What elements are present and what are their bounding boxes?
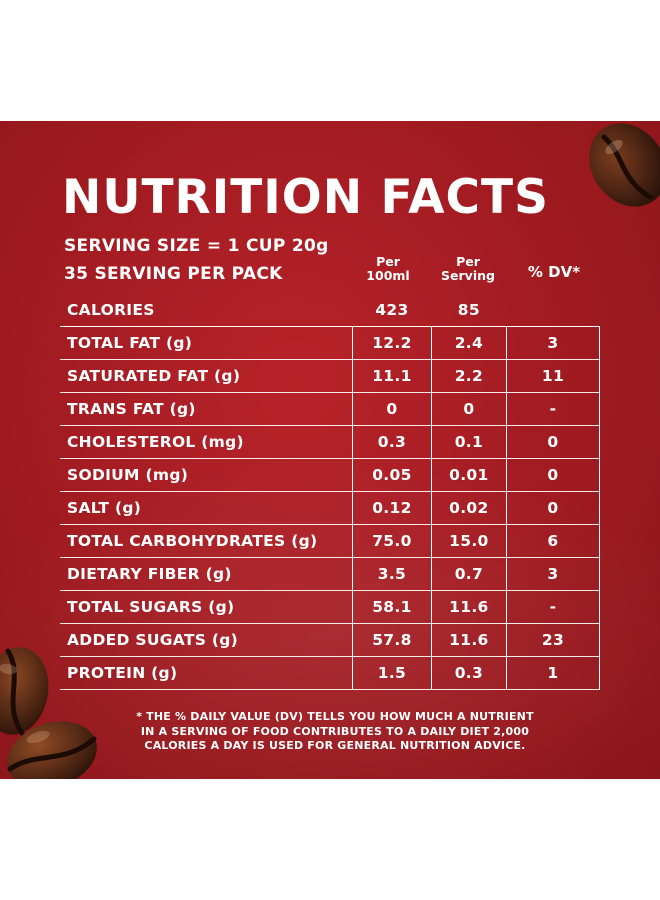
value-per-100ml: 0.3 (352, 425, 432, 459)
column-header-per-100ml-line2: 100ml (366, 267, 410, 283)
column-header-per-serving-line1: Per (456, 254, 480, 269)
column-header-dv: % DV* (527, 263, 581, 281)
value-per-serving: 0.3 (430, 656, 507, 690)
value-per-100ml: 423 (352, 294, 432, 327)
value-per-100ml: 58.1 (352, 590, 432, 624)
value-dv: 6 (505, 524, 601, 558)
value-per-serving: 0 (430, 392, 507, 426)
value-per-serving: 0.02 (430, 491, 507, 525)
value-dv (506, 294, 600, 327)
footnote-line: CALORIES A DAY IS USED FOR GENERAL NUTRI… (144, 739, 526, 752)
column-header-per-serving-line2: Serving (441, 267, 495, 283)
footnote: * THE % DAILY VALUE (DV) TELLS YOU HOW M… (100, 710, 570, 754)
table-row: SODIUM (mg) 0.05 0.01 0 (60, 458, 601, 492)
value-per-100ml: 57.8 (352, 623, 432, 657)
servings-per-pack: 35 SERVING PER PACK (64, 264, 283, 284)
value-per-100ml: 1.5 (352, 656, 432, 690)
table-row: SATURATED FAT (g) 11.1 2.2 11 (60, 359, 601, 393)
table-row: SALT (g) 0.12 0.02 0 (60, 491, 601, 525)
nutrient-name: CALORIES (60, 294, 353, 327)
nutrient-name: DIETARY FIBER (g) (60, 557, 353, 591)
value-per-serving: 15.0 (430, 524, 507, 558)
value-per-serving: 11.6 (430, 623, 507, 657)
value-per-serving: 2.4 (430, 326, 507, 360)
value-per-serving: 11.6 (430, 590, 507, 624)
coffee-bean-icon (589, 123, 660, 207)
value-per-serving: 85 (431, 294, 507, 327)
value-per-serving: 2.2 (430, 359, 507, 393)
nutrient-name: TOTAL FAT (g) (60, 326, 353, 360)
nutrient-name: ADDED SUGATS (g) (60, 623, 353, 657)
value-dv: 0 (505, 425, 601, 459)
table-row: PROTEIN (g) 1.5 0.3 1 (60, 656, 601, 690)
nutrient-name: SATURATED FAT (g) (60, 359, 353, 393)
value-per-100ml: 0 (352, 392, 432, 426)
serving-size: SERVING SIZE = 1 CUP 20g (64, 236, 329, 256)
table-row: TOTAL FAT (g) 12.2 2.4 3 (60, 326, 601, 360)
value-dv: 0 (505, 491, 601, 525)
value-dv: - (505, 590, 601, 624)
value-per-serving: 0.01 (430, 458, 507, 492)
value-per-100ml: 3.5 (352, 557, 432, 591)
table-row: TOTAL SUGARS (g) 58.1 11.6 - (60, 590, 601, 624)
value-per-100ml: 75.0 (352, 524, 432, 558)
coffee-bean-icon (7, 721, 97, 779)
value-per-serving: 0.7 (430, 557, 507, 591)
table-row: DIETARY FIBER (g) 3.5 0.7 3 (60, 557, 601, 591)
value-per-100ml: 0.12 (352, 491, 432, 525)
value-dv: - (505, 392, 601, 426)
value-per-100ml: 0.05 (352, 458, 432, 492)
table-row: CHOLESTEROL (mg) 0.3 0.1 0 (60, 425, 601, 459)
column-header-per-100ml-line1: Per (376, 254, 400, 269)
value-dv: 23 (505, 623, 601, 657)
value-dv: 11 (505, 359, 601, 393)
nutrient-name: TOTAL CARBOHYDRATES (g) (60, 524, 353, 558)
page-title: NUTRITION FACTS (62, 170, 549, 225)
table-row: TOTAL CARBOHYDRATES (g) 75.0 15.0 6 (60, 524, 601, 558)
nutrition-table: CALORIES 423 85 TOTAL FAT (g) 12.2 2.4 3… (60, 294, 601, 690)
nutrient-name: SALT (g) (60, 491, 353, 525)
nutrient-name: PROTEIN (g) (60, 656, 353, 690)
value-per-100ml: 11.1 (352, 359, 432, 393)
nutrient-name: TOTAL SUGARS (g) (60, 590, 353, 624)
value-dv: 3 (505, 326, 601, 360)
footnote-line: * THE % DAILY VALUE (DV) TELLS YOU HOW M… (136, 710, 534, 723)
column-header-per-100ml: Per 100ml (348, 255, 428, 283)
nutrient-name: CHOLESTEROL (mg) (60, 425, 353, 459)
footnote-line: IN A SERVING OF FOOD CONTRIBUTES TO A DA… (140, 724, 530, 738)
nutrient-name: SODIUM (mg) (60, 458, 353, 492)
nutrient-name: TRANS FAT (g) (60, 392, 353, 426)
column-header-per-serving: Per Serving (430, 255, 506, 283)
value-dv: 1 (505, 656, 601, 690)
table-row-calories: CALORIES 423 85 (60, 294, 600, 327)
value-per-serving: 0.1 (430, 425, 507, 459)
table-row: ADDED SUGATS (g) 57.8 11.6 23 (60, 623, 601, 657)
value-per-100ml: 12.2 (352, 326, 432, 360)
coffee-bean-icon (0, 647, 49, 736)
table-row: TRANS FAT (g) 0 0 - (60, 392, 601, 426)
value-dv: 3 (505, 557, 601, 591)
value-dv: 0 (505, 458, 601, 492)
